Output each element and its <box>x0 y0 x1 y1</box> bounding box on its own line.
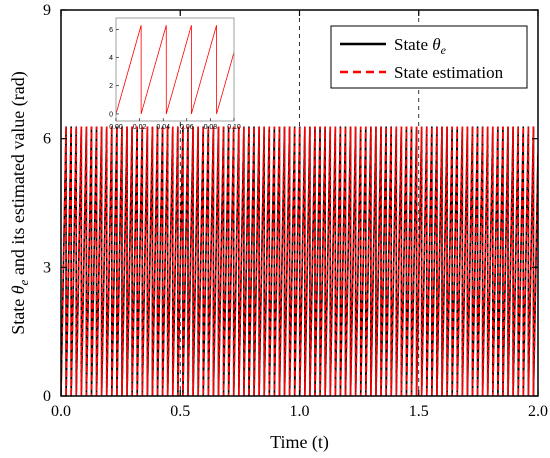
inset-plot: 0.00 0.02 0.04 0.06 0.08 0.10 0 2 4 6 <box>109 17 241 131</box>
legend: State θe State estimation <box>330 25 528 89</box>
inset-ticks: 0.00 0.02 0.04 0.06 0.08 0.10 0 2 4 6 <box>109 27 241 131</box>
x-tick-label: 1.5 <box>409 403 429 420</box>
inset-x-tick-label: 0.08 <box>204 124 218 131</box>
legend-box <box>330 25 528 89</box>
inset-background <box>116 18 234 121</box>
inset-x-tick-label: 0.02 <box>133 124 147 131</box>
inset-y-tick-label: 4 <box>109 55 113 62</box>
inset-y-tick-label: 2 <box>109 83 113 90</box>
legend-label-state: State θe <box>394 35 447 57</box>
x-tick-label: 2.0 <box>528 403 548 420</box>
inset-frame <box>115 17 235 122</box>
inset-x-tick-label: 0.04 <box>156 124 170 131</box>
series-line-estimation <box>61 126 538 396</box>
legend-label-estimation: State estimation <box>394 63 504 82</box>
x-tick-label: 0.0 <box>51 403 71 420</box>
y-tick-label: 6 <box>43 131 51 148</box>
y-axis-title: State θe and its estimated value (rad) <box>8 71 31 335</box>
inset-series-line <box>116 25 234 115</box>
inset-series <box>116 25 234 115</box>
inset-x-tick-label: 0.06 <box>180 124 194 131</box>
y-tick-label: 3 <box>43 259 51 276</box>
inset-x-tick-label: 0.00 <box>109 124 123 131</box>
series-layer <box>61 126 538 396</box>
inset-x-tick-label: 0.10 <box>227 124 241 131</box>
x-tick-label: 0.5 <box>170 403 190 420</box>
y-tick-label: 0 <box>43 388 51 405</box>
y-tick-label: 9 <box>43 2 51 19</box>
inset-y-tick-label: 0 <box>109 111 113 118</box>
x-tick-label: 1.0 <box>290 403 310 420</box>
inset-y-tick-label: 6 <box>109 27 113 34</box>
axis-ticks: 0.0 0.5 1.0 1.5 2.0 0 3 6 9 <box>43 2 548 420</box>
x-axis-title: Time (t) <box>270 432 329 453</box>
